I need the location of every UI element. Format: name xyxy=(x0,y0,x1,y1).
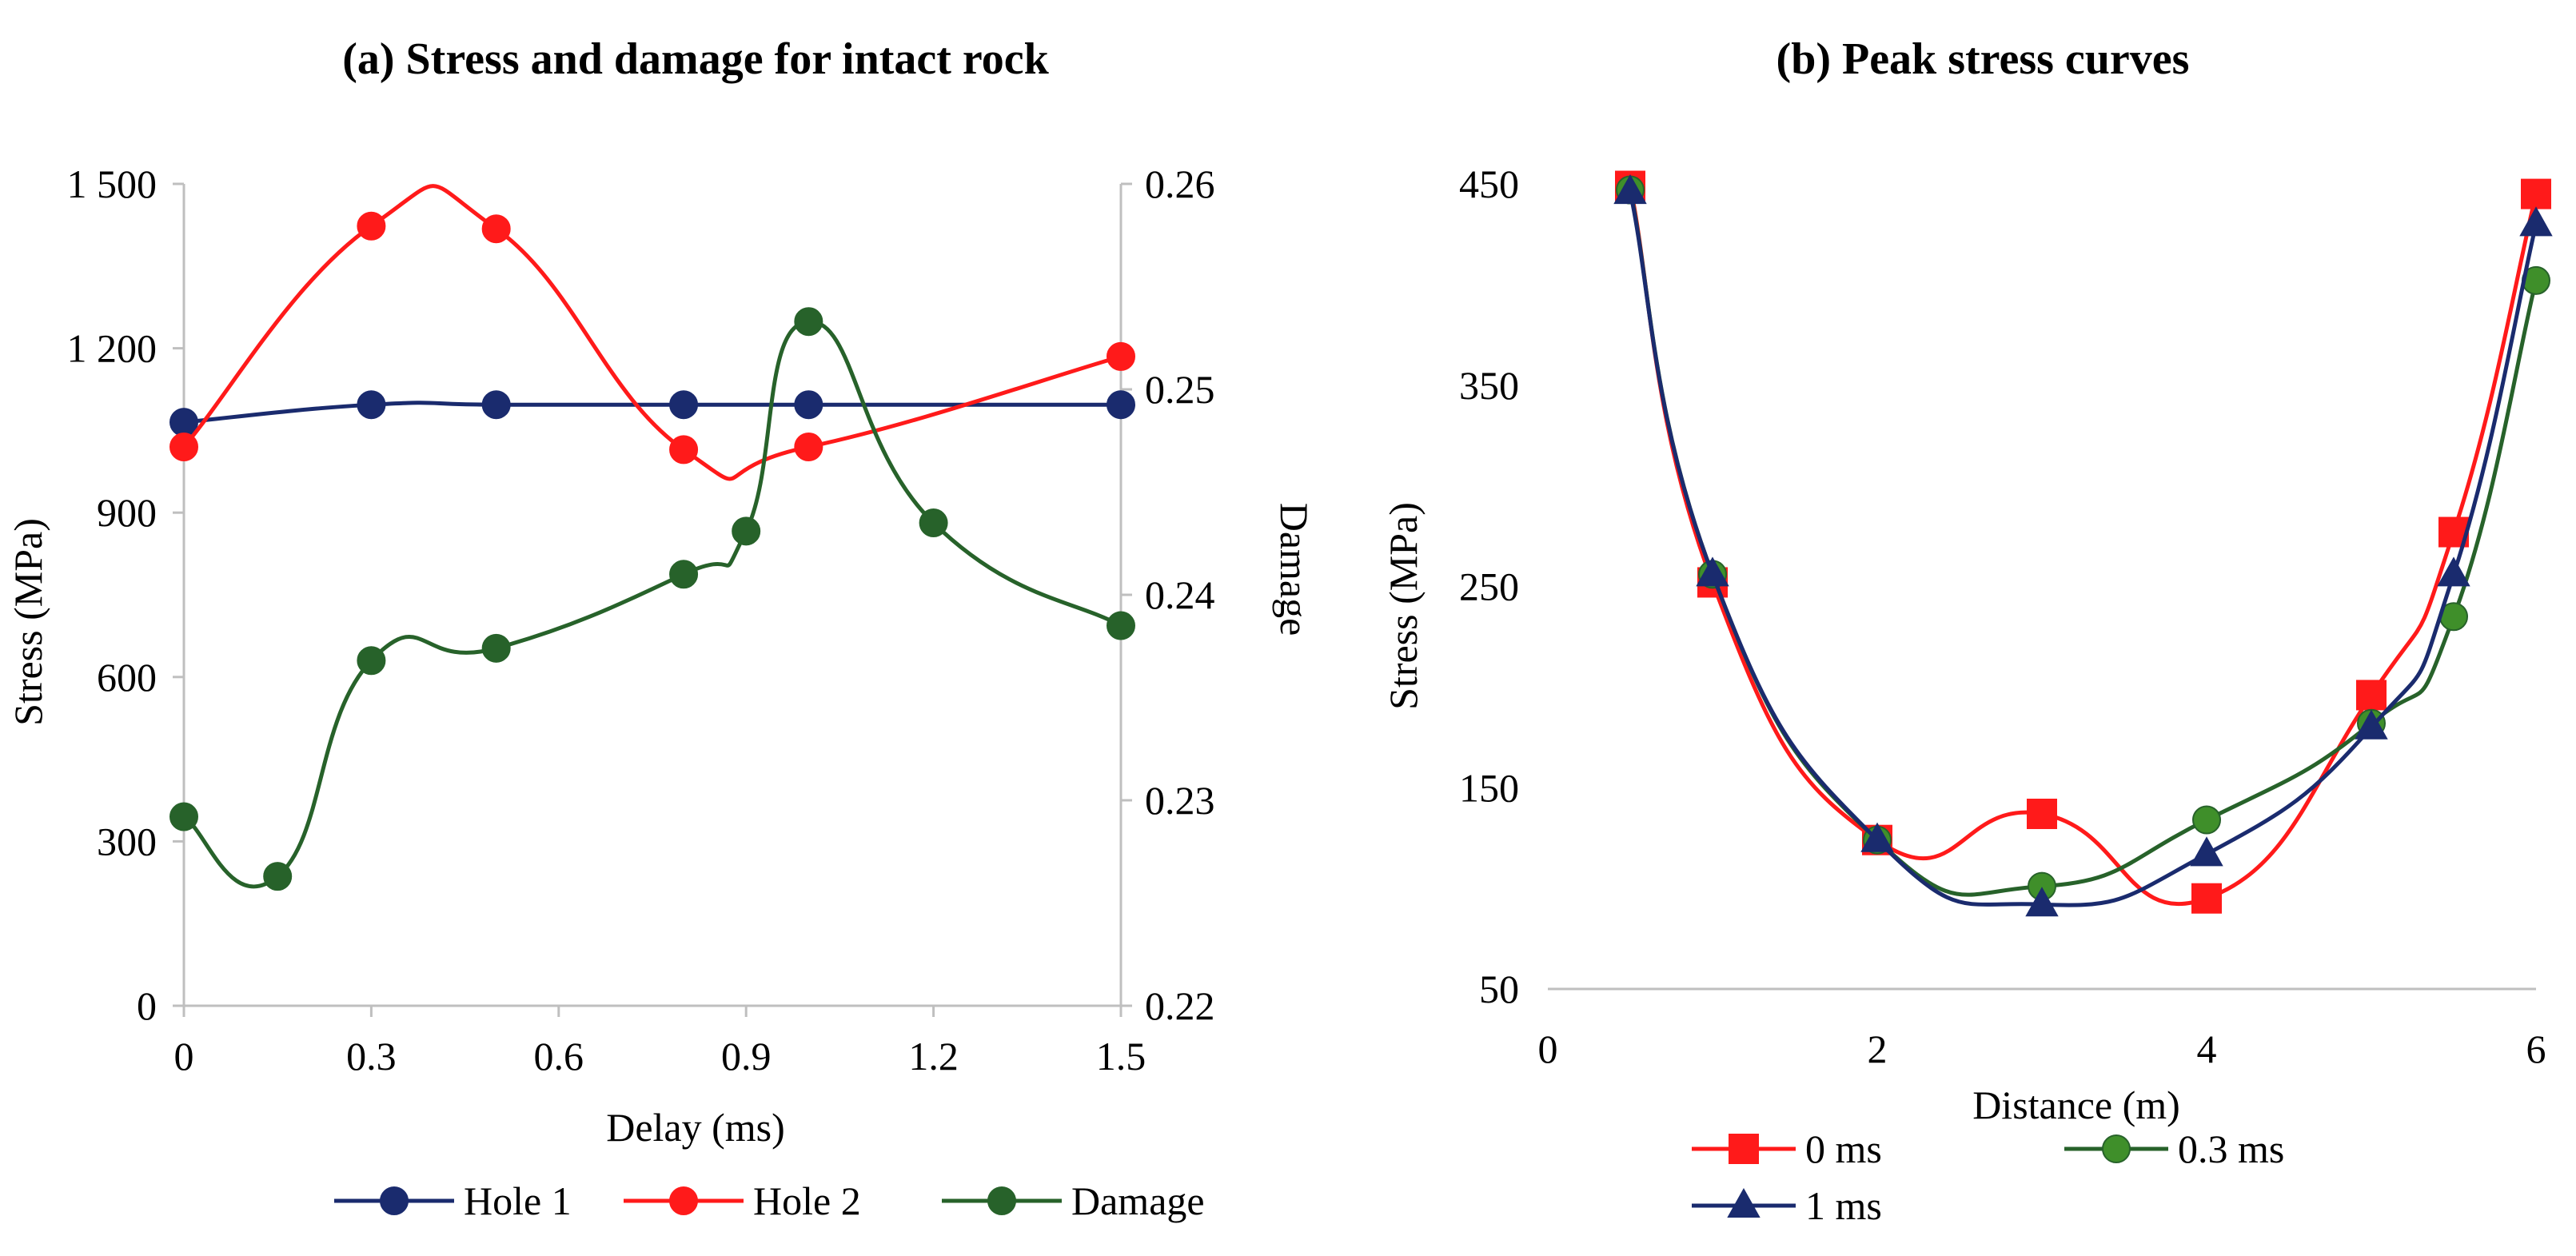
chart-b-point-0-ms xyxy=(2191,883,2222,914)
chart-b-point-1-ms xyxy=(1613,174,1647,205)
chart-b-point-0-ms xyxy=(2027,798,2057,829)
chart-b-ytick-label: 450 xyxy=(1459,161,1519,206)
chart-a-legend-hole-1-label: Hole 1 xyxy=(464,1178,572,1223)
chart-b-ytick-label: 150 xyxy=(1459,765,1519,810)
chart-a-point-hole-1 xyxy=(357,390,386,420)
chart-b-ytick-label: 50 xyxy=(1479,967,1519,1011)
chart-a-series-line-hole-2 xyxy=(182,184,1122,481)
chart-a: (a) Stress and damage for intact rock 0 3… xyxy=(6,34,1317,1223)
chart-b-point-1-ms xyxy=(1860,822,1894,852)
chart-b-series-line-0-ms xyxy=(1628,185,2538,906)
chart-a-point-hole-1 xyxy=(481,390,511,420)
chart-a-point-damage xyxy=(169,802,198,831)
chart-a-ytick-label: 1 200 xyxy=(67,326,158,371)
chart-b-legend-0-3-ms-marker xyxy=(2102,1134,2131,1163)
chart-a-ytick-label: 300 xyxy=(97,819,157,863)
chart-a-xtick-label: 0.6 xyxy=(534,1034,584,1079)
chart-b-ytick-label: 350 xyxy=(1459,363,1519,408)
chart-b-point-1-ms xyxy=(2355,709,2388,740)
chart-b-point-1-ms xyxy=(2190,836,2223,867)
chart-b-xtick-label: 0 xyxy=(1538,1027,1558,1071)
chart-b-legend-1-ms-marker xyxy=(1727,1187,1761,1218)
chart-b-point-1-ms xyxy=(2025,887,2059,917)
chart-b-legend-0-3-ms-label: 0.3 ms xyxy=(2178,1126,2284,1171)
chart-b-legend-0-ms-marker xyxy=(1729,1134,1759,1164)
chart-a-legend-hole-2-marker xyxy=(669,1186,698,1215)
chart-a-point-hole-1 xyxy=(1107,390,1135,420)
chart-b-ylabel: Stress (MPa) xyxy=(1381,502,1426,710)
chart-b-axes: 50 150 250 350 450 0 2 4 6 xyxy=(1459,161,2546,1071)
chart-b-legend: 0 ms 0.3 ms 1 ms xyxy=(1692,1126,2284,1228)
chart-b-title: (b) Peak stress curves xyxy=(1776,34,2190,84)
chart-b-xtick-label: 6 xyxy=(2526,1027,2546,1071)
chart-a-point-hole-1 xyxy=(169,408,198,437)
chart-a-legend-damage-marker xyxy=(987,1186,1016,1215)
chart-a-point-hole-2 xyxy=(1107,341,1135,371)
chart-a-y2label: Damage xyxy=(1272,503,1317,636)
chart-a-ytick-label: 1 500 xyxy=(67,161,158,206)
chart-a-xtick-label: 1.2 xyxy=(908,1034,959,1079)
chart-a-point-damage xyxy=(481,633,511,663)
chart-a-y2tick-label: 0.26 xyxy=(1145,161,1215,206)
chart-a-point-damage xyxy=(1107,611,1135,640)
chart-b-point-1-ms xyxy=(2519,206,2553,237)
chart-b-point-0-ms xyxy=(2521,178,2551,209)
chart-a-point-damage xyxy=(919,508,948,538)
chart-a-point-hole-2 xyxy=(481,214,511,244)
chart-a-ytick-label: 0 xyxy=(137,983,157,1028)
chart-a-xtick-label: 0.9 xyxy=(721,1034,772,1079)
chart-a-point-hole-1 xyxy=(669,390,699,420)
chart-a-series xyxy=(169,184,1135,891)
chart-b-ytick-label: 250 xyxy=(1459,564,1519,609)
chart-a-xtick-label: 0.3 xyxy=(346,1034,397,1079)
chart-b-point-0-ms xyxy=(2356,680,2387,711)
chart-a-y2tick-label: 0.22 xyxy=(1145,983,1215,1028)
chart-b-xlabel: Distance (m) xyxy=(1972,1083,2180,1127)
chart-a-axes: 0 300 600 900 1 200 1 500 0.22 0.23 0.24 0.25 0.26… xyxy=(67,161,1215,1079)
chart-a-series-line-hole-1 xyxy=(183,401,1121,425)
chart-a-point-damage xyxy=(794,307,823,337)
chart-b-series-line-1-ms xyxy=(1628,191,2538,907)
chart-a-y2tick-label: 0.24 xyxy=(1145,572,1215,617)
chart-a-point-hole-2 xyxy=(794,432,823,461)
chart-a-title: (a) Stress and damage for intact rock xyxy=(342,34,1049,84)
chart-a-legend-damage-label: Damage xyxy=(1071,1178,1205,1223)
chart-b-series-line-0-3-ms xyxy=(1628,189,2538,897)
chart-a-ytick-label: 600 xyxy=(97,655,157,700)
chart-a-xtick-label: 1.5 xyxy=(1096,1034,1146,1079)
chart-a-point-hole-2 xyxy=(357,211,386,241)
chart-a-y2tick-label: 0.23 xyxy=(1145,778,1215,823)
chart-a-legend-hole-1-marker xyxy=(380,1186,409,1215)
chart-a-xlabel: Delay (ms) xyxy=(606,1105,785,1150)
chart-b-xtick-label: 4 xyxy=(2197,1027,2217,1071)
chart-a-legend-hole-2-label: Hole 2 xyxy=(753,1178,861,1223)
chart-a-point-damage xyxy=(669,560,699,589)
chart-a-point-damage xyxy=(357,646,386,676)
chart-b-legend-1-ms-label: 1 ms xyxy=(1805,1183,1882,1228)
chart-a-y2tick-label: 0.25 xyxy=(1145,367,1215,412)
chart-b-xtick-label: 2 xyxy=(1868,1027,1888,1071)
chart-a-ylabel: Stress (MPa) xyxy=(6,518,50,726)
chart-b-point-1-ms xyxy=(2437,556,2470,587)
chart-a-ytick-label: 900 xyxy=(97,490,157,535)
chart-b-point-1-ms xyxy=(1696,556,1729,587)
chart-a-legend: Hole 1 Hole 2 Damage xyxy=(334,1178,1205,1223)
chart-b: (b) Peak stress curves 50 150 250 350 450 0 2 4… xyxy=(1381,34,2553,1228)
chart-b-series xyxy=(1613,170,2553,917)
chart-a-point-hole-2 xyxy=(669,435,699,465)
chart-b-point-0-3-ms xyxy=(2192,805,2221,835)
chart-a-point-hole-2 xyxy=(169,432,198,461)
chart-a-point-damage xyxy=(732,516,761,546)
chart-a-point-hole-1 xyxy=(794,390,823,420)
chart-a-xtick-label: 0 xyxy=(174,1034,194,1079)
chart-a-point-damage xyxy=(263,862,293,891)
chart-b-legend-0-ms-label: 0 ms xyxy=(1805,1126,1882,1171)
